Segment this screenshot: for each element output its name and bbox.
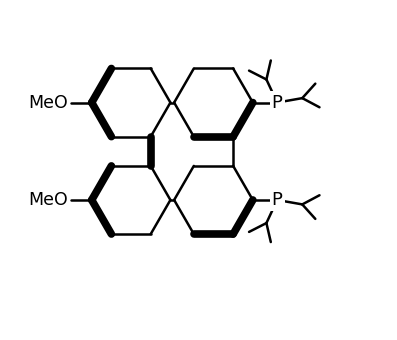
Text: P: P [272,191,283,209]
Text: MeO: MeO [28,94,68,112]
Text: P: P [272,94,283,112]
Text: MeO: MeO [28,191,68,209]
